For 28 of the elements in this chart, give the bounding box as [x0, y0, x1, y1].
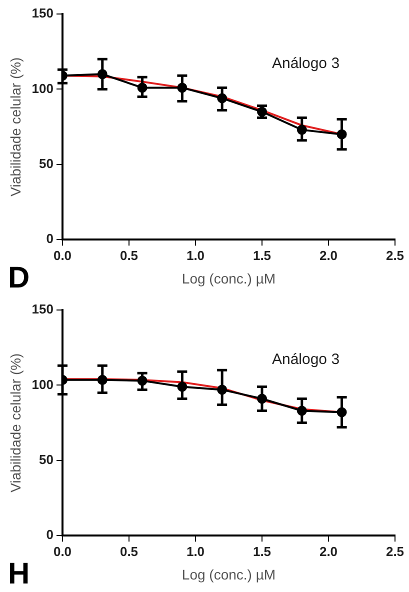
x-tick-label: 0.0	[53, 544, 72, 559]
x-axis-title: Log (conc.) µM	[182, 270, 276, 286]
x-tick-label: 0.0	[53, 248, 72, 263]
x-tick-label: 2.0	[319, 248, 338, 263]
x-tick-label: 0.5	[120, 248, 138, 263]
text: H	[8, 557, 30, 590]
x-tick-label: 1.5	[252, 544, 272, 559]
x-tick-label: 1.0	[186, 544, 205, 559]
x-axis-title: Log (conc.) µM	[182, 566, 276, 582]
y-tick-label: 0	[46, 527, 54, 542]
y-tick-label: 150	[32, 302, 54, 317]
annotation: Análogo 3	[272, 350, 340, 368]
x-tick-label: 0.5	[120, 544, 138, 559]
y-tick-label: 50	[39, 452, 54, 467]
annotation: Análogo 3	[272, 54, 340, 72]
x-tick-label: 2.5	[386, 544, 404, 559]
y-tick-label: 0	[46, 231, 54, 246]
x-tick-label: 2.5	[386, 248, 404, 263]
y-axis-title: Viabilidade celular (%)	[7, 57, 24, 196]
y-axis-title: Viabilidade celular (%)	[7, 353, 24, 492]
x-tick-label: 1.0	[186, 248, 205, 263]
text: D	[8, 261, 30, 294]
y-tick-label: 50	[39, 156, 54, 171]
x-tick-label: 1.5	[252, 248, 272, 263]
y-tick-label: 100	[32, 376, 54, 392]
y-tick-label: 150	[32, 6, 54, 21]
x-tick-label: 2.0	[319, 544, 338, 559]
y-tick-label: 100	[32, 80, 54, 96]
